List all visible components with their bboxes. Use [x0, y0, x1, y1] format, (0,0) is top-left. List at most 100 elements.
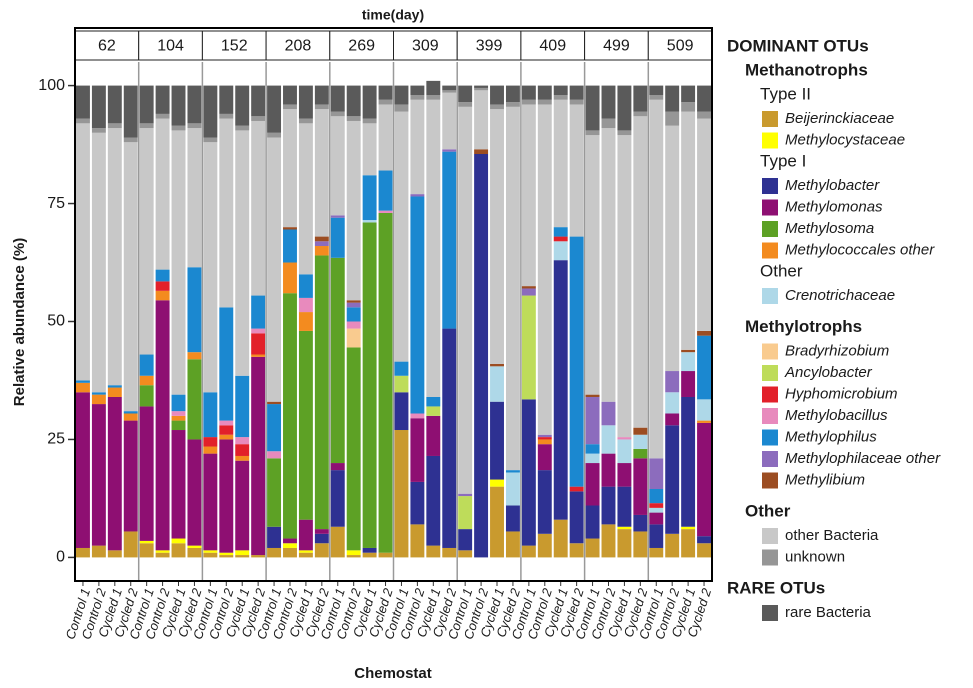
bar-segment [346, 555, 361, 558]
bar-segment [601, 118, 616, 129]
bar-segment [665, 371, 680, 393]
y-tick-label: 0 [56, 549, 65, 566]
bar-segment [442, 547, 457, 558]
legend-heading: Type II [760, 84, 811, 103]
legend-swatch [762, 199, 778, 216]
bar-segment [474, 149, 489, 155]
facet-label: 399 [476, 38, 503, 55]
bar-segment [458, 493, 473, 497]
bar-segment [219, 113, 234, 119]
bar-segment [681, 102, 696, 112]
bar-segment [665, 125, 680, 372]
bar-segment [665, 392, 680, 414]
bar-segment [187, 545, 202, 548]
bar-segment [283, 109, 297, 228]
bar-segment [649, 458, 664, 489]
bar-segment [219, 552, 234, 556]
bar-segment [155, 552, 170, 558]
bar-segment [490, 363, 504, 367]
bar-segment [155, 300, 170, 551]
bar-segment [267, 401, 282, 405]
facet-label: 409 [539, 38, 566, 55]
y-tick-label: 25 [47, 431, 65, 448]
legend-swatch [762, 111, 778, 127]
legend-swatch [762, 549, 778, 566]
bar-segment [410, 418, 425, 482]
bar-segment [298, 123, 313, 275]
legend-swatch [762, 408, 778, 424]
legend-label: Methylibium [785, 471, 865, 488]
bar-segment [521, 399, 536, 546]
bar-segment [537, 439, 552, 445]
bar-segment [219, 439, 234, 553]
bar-segment [505, 102, 520, 107]
bar-segment [203, 552, 218, 558]
bar-segment [617, 439, 632, 464]
bar-segment [681, 85, 696, 103]
bar-segment [426, 99, 441, 397]
bar-segment [601, 85, 616, 119]
bar-segment [235, 460, 250, 551]
facet-label: 309 [412, 38, 439, 55]
bar-segment [553, 99, 568, 228]
bar-segment [314, 255, 329, 530]
bar-segment [394, 392, 409, 431]
bar-segment [569, 85, 584, 100]
bar-segment [314, 543, 329, 558]
bar-segment [474, 90, 489, 150]
bar-segment [283, 543, 297, 548]
legend-swatch [762, 605, 778, 621]
bar-segment [171, 394, 186, 412]
legend-label: unknown [785, 548, 845, 565]
bar-segment [139, 543, 154, 558]
legend-heading: Other [760, 261, 803, 280]
bar-segment [362, 85, 377, 119]
facet-strip [201, 30, 267, 61]
legend-swatch [762, 528, 778, 544]
bar-segment [91, 128, 106, 133]
bar-segment [442, 92, 457, 150]
bar-segment [298, 312, 313, 331]
bar-segment [203, 137, 218, 143]
legend-label: other Bacteria [785, 527, 879, 544]
bar-segment [155, 550, 170, 553]
bar-segment [553, 227, 568, 237]
legend-heading: Methanotrophs [745, 60, 868, 79]
bar-segment [681, 349, 696, 353]
bar-segment [267, 451, 282, 459]
bar-segment [697, 543, 711, 558]
bar-segment [426, 545, 441, 558]
bar-segment [697, 420, 711, 423]
bar-segment [442, 149, 457, 152]
bar-segment [139, 406, 154, 541]
bar-segment [139, 128, 154, 355]
bar-segment [649, 95, 664, 100]
bar-segment [298, 330, 313, 520]
bar-segment [123, 413, 138, 421]
bar-segment [107, 85, 122, 124]
bar-segment [378, 104, 393, 171]
bar-segment [505, 106, 520, 471]
bar-segment [330, 526, 345, 558]
bar-segment [171, 415, 186, 421]
bar-segment [617, 130, 632, 136]
bar-segment [553, 236, 568, 242]
bar-segment [251, 295, 266, 329]
bar-segment [362, 123, 377, 176]
bar-segment [314, 241, 329, 247]
bar-segment [426, 455, 441, 546]
bar-segment [681, 371, 696, 397]
bar-segment [203, 453, 218, 551]
legend-label: Methylophilaceae other [785, 450, 941, 467]
bar-segment [76, 123, 90, 381]
bar-segment [521, 295, 536, 400]
bar-segment [314, 236, 329, 242]
bar-segment [394, 111, 409, 362]
bar-segment [235, 85, 250, 126]
bar-segment [649, 512, 664, 525]
bar-segment [346, 85, 361, 117]
bar-segment [633, 111, 648, 117]
bar-segment [203, 85, 218, 138]
bar-segment [537, 533, 552, 558]
